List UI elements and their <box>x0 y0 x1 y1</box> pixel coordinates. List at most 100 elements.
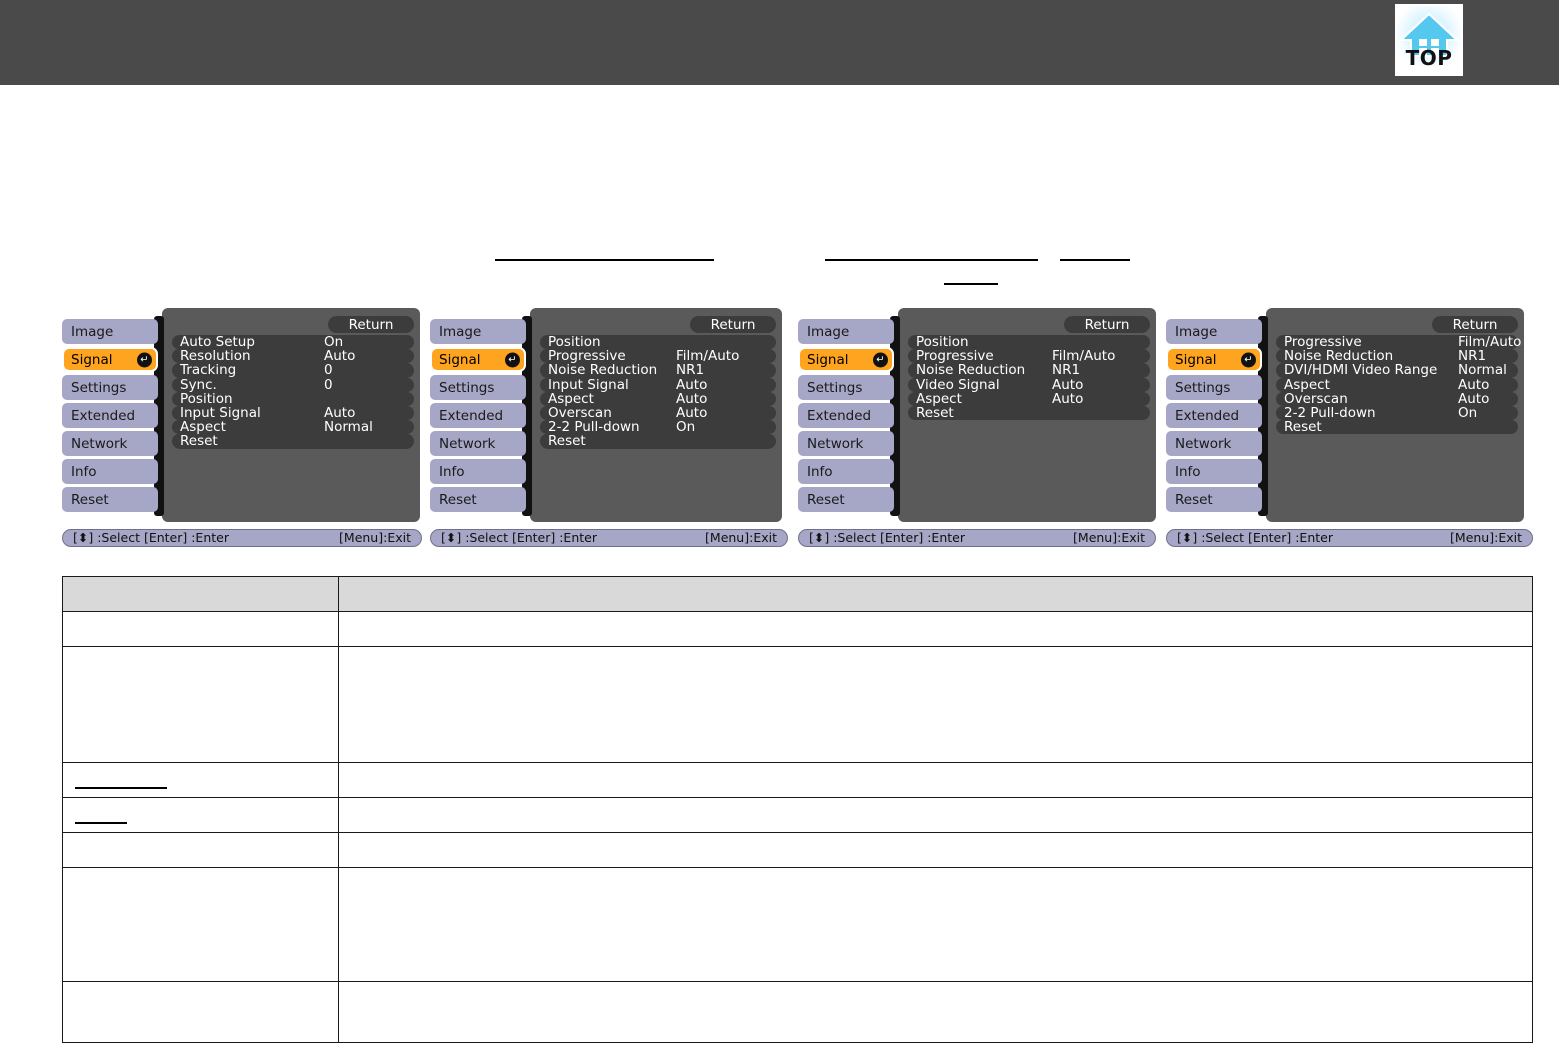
sidebar-item-reset[interactable]: Reset <box>798 487 894 512</box>
osd-item[interactable]: DVI/HDMI Video Range Normal <box>1276 362 1518 379</box>
sidebar-item-extended[interactable]: Extended <box>430 403 526 428</box>
osd-item[interactable]: Aspect Normal <box>172 419 414 435</box>
osd-item-label: Position <box>548 334 601 350</box>
osd-item-label: Noise Reduction <box>916 362 1026 379</box>
osd-item[interactable]: Noise Reduction NR1 <box>1276 348 1518 365</box>
osd-item-label: Tracking <box>180 362 237 379</box>
osd-item-value: Normal <box>1458 362 1507 379</box>
table-cell <box>338 611 1533 647</box>
sidebar-item-network[interactable]: Network <box>62 431 158 456</box>
osd-item-value: 0 <box>324 362 333 379</box>
osd-menu-2: Return Position Progressive Film/Auto Noise … <box>430 308 782 522</box>
osd-item[interactable]: Position <box>908 334 1150 350</box>
sidebar-item-signal[interactable]: Signal ↵ <box>62 347 158 372</box>
osd-item[interactable]: Reset <box>540 433 776 449</box>
sidebar-item-signal[interactable]: Signal ↵ <box>1166 347 1262 372</box>
osd-item[interactable]: Noise Reduction NR1 <box>540 362 776 378</box>
sidebar-item-extended[interactable]: Extended <box>1166 403 1262 428</box>
osd-item[interactable]: Aspect Auto <box>908 391 1150 407</box>
osd-item[interactable]: Progressive Film/Auto <box>1276 334 1521 350</box>
table-row <box>62 832 1533 868</box>
osd-item[interactable]: Overscan Auto <box>540 405 776 421</box>
osd-hint-bar-1: [⬍] :Select [Enter] :Enter [Menu]:Exit <box>62 529 422 547</box>
return-button[interactable]: Return <box>328 316 414 333</box>
osd-item[interactable]: Sync. 0 <box>172 376 414 393</box>
osd-item[interactable]: Aspect Auto <box>1276 377 1518 393</box>
return-button[interactable]: Return <box>690 316 776 333</box>
osd-item-label: Position <box>916 334 969 350</box>
annotation-rule-3 <box>1060 259 1130 261</box>
osd-item[interactable]: Tracking 0 <box>172 362 414 379</box>
table-cell <box>62 797 339 833</box>
table-cell <box>338 646 1533 763</box>
sidebar-item-settings[interactable]: Settings <box>1166 375 1262 400</box>
hint-menu-exit: [Menu]:Exit <box>1450 530 1522 545</box>
sidebar-item-settings[interactable]: Settings <box>62 375 158 400</box>
sidebar-item-image[interactable]: Image <box>798 319 894 344</box>
osd-menu-3: Return Position Progressive Film/Auto Noise … <box>798 308 1156 522</box>
sidebar-item-reset[interactable]: Reset <box>430 487 526 512</box>
annotation-rule-cell <box>75 822 127 824</box>
sidebar-item-image[interactable]: Image <box>62 319 158 344</box>
sidebar-item-label: Network <box>439 435 496 452</box>
sidebar-item-extended[interactable]: Extended <box>798 403 894 428</box>
osd-item-label: Reset <box>916 404 954 421</box>
sidebar-item-reset[interactable]: Reset <box>62 487 158 512</box>
osd-item-label: Aspect <box>548 390 594 407</box>
sidebar-item-settings[interactable]: Settings <box>430 375 526 400</box>
osd-item[interactable]: Reset <box>1276 419 1518 435</box>
osd-item[interactable]: Overscan Auto <box>1276 391 1518 407</box>
sidebar-item-reset[interactable]: Reset <box>1166 487 1262 512</box>
osd-item[interactable]: Aspect Auto <box>540 390 776 407</box>
sidebar-item-settings[interactable]: Settings <box>798 375 894 400</box>
osd-item-label: Reset <box>180 433 218 450</box>
osd-item[interactable]: Auto Setup On <box>172 334 414 350</box>
sidebar-item-label: Extended <box>807 407 872 424</box>
enter-icon: ↵ <box>1241 352 1256 367</box>
sidebar-item-image[interactable]: Image <box>1166 319 1262 344</box>
sidebar-item-label: Network <box>807 435 864 452</box>
sidebar-item-image[interactable]: Image <box>430 319 526 344</box>
osd-item-value: 0 <box>324 376 333 393</box>
sidebar-item-extended[interactable]: Extended <box>62 403 158 428</box>
sidebar-item-network[interactable]: Network <box>1166 431 1262 456</box>
sidebar-item-info[interactable]: Info <box>62 459 158 484</box>
sidebar-item-info[interactable]: Info <box>430 459 526 484</box>
osd-item-value: NR1 <box>1458 348 1487 365</box>
sidebar-item-network[interactable]: Network <box>798 431 894 456</box>
osd-item[interactable]: Progressive Film/Auto <box>908 348 1150 364</box>
osd-item[interactable]: Input Signal Auto <box>540 377 776 393</box>
osd-item-value: On <box>324 334 344 350</box>
sidebar-item-label: Info <box>1175 463 1201 480</box>
osd-submenu-panel: Return Position Progressive Film/Auto Noise … <box>898 308 1156 522</box>
osd-item[interactable]: Position <box>540 334 776 350</box>
sidebar-item-signal[interactable]: Signal ↵ <box>798 347 894 372</box>
sidebar-item-label: Signal <box>71 351 113 368</box>
table-cell <box>62 762 339 798</box>
osd-item[interactable]: Noise Reduction NR1 <box>908 362 1150 379</box>
osd-item-label: Auto Setup <box>180 334 255 350</box>
osd-item[interactable]: Position <box>172 391 414 407</box>
sidebar-item-label: Signal <box>439 351 481 368</box>
table-row <box>62 611 1533 647</box>
osd-item[interactable]: Video Signal Auto <box>908 377 1150 393</box>
table-row <box>62 646 1533 763</box>
sidebar-item-info[interactable]: Info <box>798 459 894 484</box>
osd-item-label: Input Signal <box>180 404 261 421</box>
osd-item[interactable]: Progressive Film/Auto <box>540 348 776 364</box>
osd-item[interactable]: 2-2 Pull-down On <box>540 419 776 435</box>
sidebar-item-network[interactable]: Network <box>430 431 526 456</box>
osd-item[interactable]: Reset <box>172 433 414 450</box>
return-button[interactable]: Return <box>1432 316 1518 333</box>
osd-item[interactable]: Reset <box>908 404 1150 421</box>
sidebar-item-label: Settings <box>1175 379 1231 396</box>
return-button[interactable]: Return <box>1064 316 1150 333</box>
osd-item[interactable]: Input Signal Auto <box>172 404 414 421</box>
table-row <box>62 981 1533 1043</box>
osd-submenu-panel: Return Auto Setup On Resolution Auto Tracking… <box>162 308 420 522</box>
osd-item[interactable]: 2-2 Pull-down On <box>1276 405 1518 421</box>
top-logo-button[interactable]: TOP <box>1395 4 1463 76</box>
sidebar-item-signal[interactable]: Signal ↵ <box>430 347 526 372</box>
sidebar-item-info[interactable]: Info <box>1166 459 1262 484</box>
osd-item[interactable]: Resolution Auto <box>172 348 414 364</box>
